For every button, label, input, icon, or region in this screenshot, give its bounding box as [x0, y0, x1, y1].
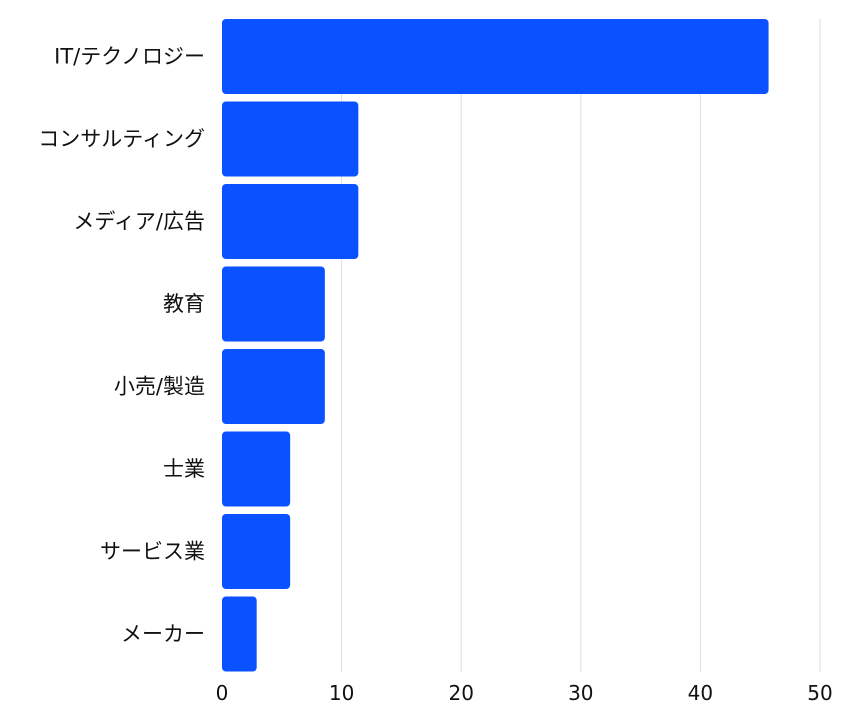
category-label: コンサルティング [38, 127, 205, 151]
bar-2[interactable] [222, 184, 359, 259]
category-label: 士業 [163, 457, 205, 481]
bar-6[interactable] [222, 514, 291, 589]
x-tick-label: 50 [807, 681, 832, 705]
category-label: 小売/製造 [114, 375, 205, 399]
category-label: 教育 [163, 292, 205, 316]
bar-0[interactable] [222, 19, 769, 94]
x-tick-label: 20 [448, 681, 473, 705]
x-tick-label: 30 [568, 681, 593, 705]
category-label: サービス業 [100, 540, 205, 564]
category-label: メディア/広告 [73, 210, 205, 234]
category-labels: IT/テクノロジーコンサルティングメディア/広告教育小売/製造士業サービス業メー… [38, 45, 205, 647]
bar-4[interactable] [222, 349, 325, 424]
x-tick-label: 10 [329, 681, 354, 705]
gridlines [341, 19, 821, 672]
bar-1[interactable] [222, 101, 359, 177]
x-tick-label: 40 [688, 681, 713, 705]
x-axis-ticks: 0 10 20 30 40 50 [216, 681, 833, 705]
bar-5[interactable] [222, 431, 291, 507]
category-label: メーカー [121, 622, 205, 646]
bar-3[interactable] [222, 266, 325, 342]
x-tick-label: 0 [216, 681, 229, 705]
bars [222, 19, 769, 672]
bar-7[interactable] [222, 596, 257, 672]
category-label: IT/テクノロジー [54, 45, 205, 69]
